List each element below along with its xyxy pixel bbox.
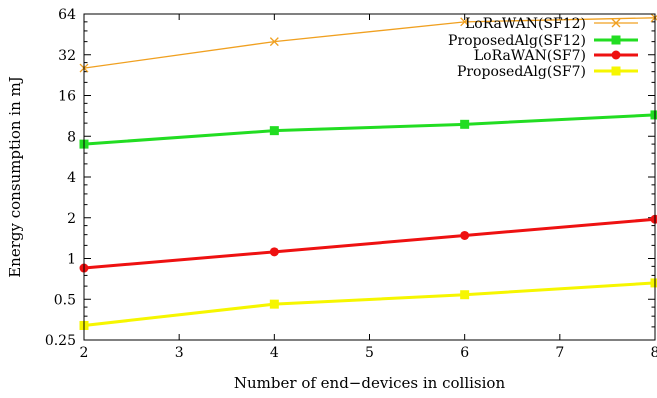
legend-entry: ProposedAlg(SF7) bbox=[457, 64, 638, 80]
y-tick-label: 0.5 bbox=[54, 292, 76, 308]
legend-entry: ProposedAlg(SF12) bbox=[448, 33, 638, 49]
data-point bbox=[270, 126, 279, 135]
legend-marker bbox=[612, 36, 621, 45]
series-2 bbox=[80, 215, 657, 273]
legend-label: ProposedAlg(SF7) bbox=[457, 64, 586, 80]
data-point bbox=[651, 110, 657, 119]
legend-label: LoRaWAN(SF7) bbox=[474, 48, 586, 64]
y-tick-label: 16 bbox=[58, 89, 76, 105]
y-axis-label: Energy consumption in mJ bbox=[6, 76, 24, 278]
y-tick-label: 32 bbox=[58, 48, 76, 64]
y-tick-label: 4 bbox=[67, 170, 76, 186]
y-tick-label: 8 bbox=[67, 129, 76, 145]
series-line bbox=[84, 219, 655, 268]
x-tick-label: 7 bbox=[555, 345, 564, 361]
y-tick-label: 2 bbox=[67, 211, 76, 227]
x-tick-label: 8 bbox=[651, 345, 657, 361]
x-tick-label: 4 bbox=[270, 345, 279, 361]
legend-entry: LoRaWAN(SF7) bbox=[474, 48, 638, 64]
series-3 bbox=[80, 278, 657, 330]
x-tick-label: 5 bbox=[365, 345, 374, 361]
y-tick-label: 64 bbox=[58, 7, 76, 23]
data-point bbox=[651, 278, 657, 287]
data-point bbox=[651, 215, 657, 224]
data-point bbox=[460, 231, 469, 240]
legend-marker bbox=[612, 51, 621, 60]
series-1 bbox=[80, 110, 657, 148]
data-point bbox=[460, 290, 469, 299]
data-point bbox=[460, 120, 469, 129]
legend: LoRaWAN(SF12)ProposedAlg(SF12)LoRaWAN(SF… bbox=[448, 16, 638, 80]
data-point bbox=[270, 300, 279, 309]
x-tick-label: 2 bbox=[80, 345, 89, 361]
x-tick-label: 6 bbox=[460, 345, 469, 361]
legend-label: LoRaWAN(SF12) bbox=[465, 16, 586, 32]
data-point bbox=[270, 247, 279, 256]
legend-marker bbox=[612, 67, 621, 76]
x-tick-label: 3 bbox=[175, 345, 184, 361]
series-line bbox=[84, 283, 655, 326]
y-tick-label: 0.25 bbox=[45, 333, 76, 349]
x-axis-label: Number of end−devices in collision bbox=[234, 374, 506, 392]
series-line bbox=[84, 115, 655, 144]
legend-label: ProposedAlg(SF12) bbox=[448, 33, 586, 49]
y-tick-label: 1 bbox=[67, 252, 76, 268]
